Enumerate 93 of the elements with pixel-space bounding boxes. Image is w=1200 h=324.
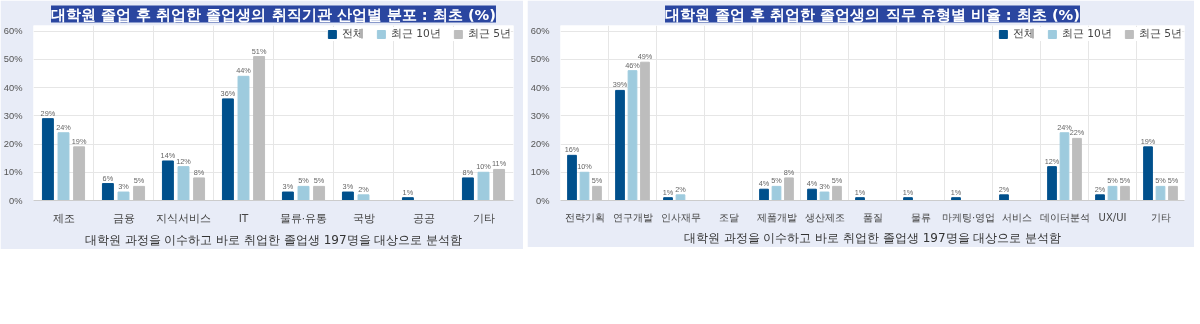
- y-tick-label: 20%: [530, 139, 550, 150]
- y-tick-label: 60%: [530, 26, 550, 37]
- bar: [41, 118, 54, 201]
- x-tick-label: 생산제조: [804, 211, 845, 223]
- y-tick-label: 0%: [9, 195, 23, 206]
- bar: [903, 197, 913, 201]
- bar: [592, 185, 602, 201]
- bar: [807, 188, 817, 201]
- bar: [57, 132, 70, 201]
- text: 대학원 과정을 이수하고 바로 취업한 졸업생 197명을 대상으로 분석함: [84, 232, 463, 247]
- x-tick-label: 품질: [862, 211, 883, 223]
- legend-label: 최근 5년: [467, 27, 511, 41]
- bar: [357, 194, 370, 201]
- x-tick-label: 제품개발: [756, 211, 797, 223]
- x-tick-label: 제조: [52, 211, 75, 225]
- legend-label: 전체: [1012, 27, 1035, 41]
- bar: [1059, 132, 1070, 201]
- bar: [177, 166, 190, 201]
- bar: [401, 197, 414, 201]
- x-tick-label: 지식서비스: [156, 211, 211, 225]
- bar: [73, 146, 86, 201]
- bar: [784, 177, 794, 201]
- x-tick-label: 연구개발: [612, 211, 653, 223]
- x-tick-label: 전략기획: [564, 211, 605, 223]
- x-tick-label: 조달: [718, 211, 739, 223]
- y-tick-label: 60%: [3, 26, 23, 37]
- y-tick-label: 50%: [530, 54, 550, 65]
- bar: [951, 197, 961, 201]
- x-tick-label: 물류·유통: [279, 211, 328, 225]
- x-tick-label: 기타: [1150, 211, 1171, 223]
- bar: [193, 177, 206, 201]
- y-tick-label: 0%: [536, 195, 550, 206]
- legend-label: 전체: [341, 27, 364, 41]
- bar: [133, 185, 146, 201]
- y-tick-label: 20%: [3, 139, 23, 150]
- bar: [855, 197, 865, 201]
- x-tick-label: 서비스: [1001, 211, 1032, 223]
- bar: [1120, 185, 1130, 201]
- y-tick-label: 40%: [530, 82, 550, 93]
- bar: [1095, 194, 1105, 201]
- bar: [999, 194, 1009, 201]
- legend-label: 최근 5년: [1138, 27, 1182, 41]
- bar: [281, 191, 294, 201]
- x-tick-label: IT: [238, 211, 249, 225]
- bar: [1168, 185, 1178, 201]
- x-tick-label: 국방: [352, 211, 375, 225]
- bar: [567, 154, 577, 201]
- bar: [640, 61, 650, 201]
- chart-title: 대학원 졸업 후 취업한 졸업생의 직무 유형별 비율 : 최초 (%): [665, 5, 1080, 23]
- bar: [297, 185, 310, 201]
- bar: [101, 183, 114, 201]
- bar: [1047, 166, 1057, 201]
- bar: [493, 168, 506, 201]
- bar: [237, 75, 250, 201]
- x-tick-label: UX/UI: [1098, 211, 1127, 223]
- bar: [759, 188, 769, 201]
- bar: [832, 185, 842, 201]
- x-tick-label: 금융: [112, 211, 135, 225]
- bar: [341, 191, 354, 201]
- bar: [221, 98, 234, 201]
- x-tick-label: 공공: [412, 211, 435, 225]
- y-tick-label: 10%: [3, 167, 23, 178]
- bar: [1072, 137, 1082, 201]
- legend-label: 최근 10년: [1061, 27, 1112, 41]
- bar: [615, 89, 625, 201]
- bar: [627, 70, 638, 201]
- bar: [477, 171, 490, 201]
- bar: [675, 194, 686, 201]
- bar: [663, 197, 673, 201]
- x-tick-label: 마케팅·영업: [941, 211, 996, 223]
- x-tick-label: 인사재무: [660, 211, 701, 223]
- y-tick-label: 50%: [3, 54, 23, 65]
- bar: [771, 185, 782, 201]
- bar: [117, 191, 130, 201]
- bar: [579, 171, 590, 201]
- bar: [461, 177, 474, 201]
- y-tick-label: 30%: [530, 110, 550, 121]
- bar: [1155, 185, 1166, 201]
- y-tick-label: 40%: [3, 82, 23, 93]
- y-tick-label: 30%: [3, 110, 23, 121]
- x-tick-label: 물류: [910, 211, 931, 223]
- bar: [253, 56, 266, 201]
- bar: [1143, 146, 1153, 201]
- bar: [1107, 185, 1118, 201]
- x-tick-label: 데이터분석: [1039, 211, 1090, 223]
- chart-title: 대학원 졸업 후 취업한 졸업생의 취직기관 산업별 분포 : 최초 (%): [51, 5, 496, 23]
- bar: [313, 185, 326, 201]
- legend-label: 최근 10년: [390, 27, 441, 41]
- bar: [819, 191, 830, 201]
- y-tick-label: 10%: [530, 167, 550, 178]
- bar: [161, 160, 174, 201]
- x-tick-label: 기타: [472, 211, 495, 225]
- text: 대학원 과정을 이수하고 바로 취업한 졸업생 197명을 대상으로 분석함: [683, 230, 1062, 245]
